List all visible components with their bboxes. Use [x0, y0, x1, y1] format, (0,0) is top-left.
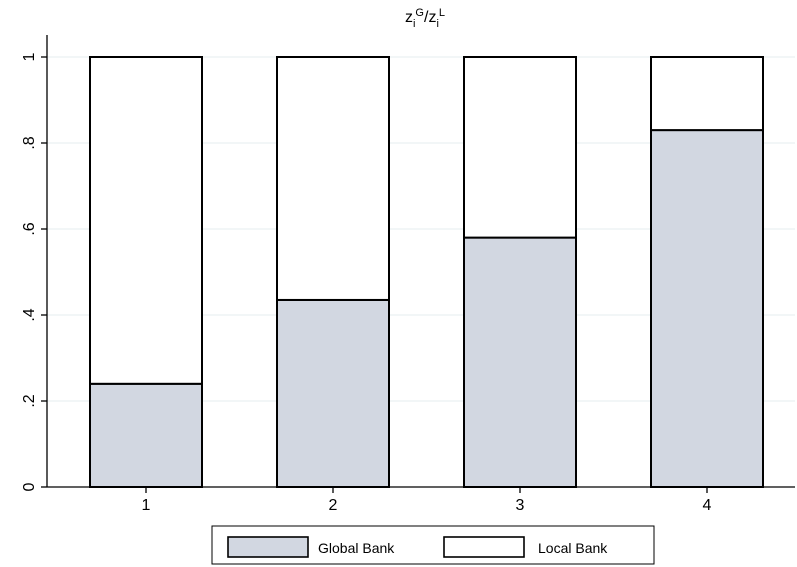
bar-local-bank — [89, 56, 203, 385]
legend-swatch-local-bank — [443, 536, 525, 558]
y-tick-label: .8 — [21, 136, 38, 149]
bar-global-bank — [89, 382, 203, 488]
x-tick-label: 1 — [142, 497, 151, 514]
bar-local-bank — [650, 56, 764, 132]
y-tick-label: .2 — [21, 394, 38, 407]
x-tick-label: 3 — [516, 497, 525, 514]
x-tick-label: 4 — [703, 497, 712, 514]
bar-local-bank — [276, 56, 390, 301]
legend: Global Bank Local Bank — [211, 525, 655, 565]
y-tick-label: .4 — [21, 308, 38, 321]
y-axis: 0 .2 .4 .6 .8 1 — [21, 35, 48, 491]
x-tick-label: 2 — [329, 497, 338, 514]
bar-global-bank — [650, 129, 764, 488]
x-axis: 1 2 3 4 — [47, 486, 795, 514]
bar-global-bank — [276, 298, 390, 489]
bar-global-bank — [463, 236, 577, 488]
bar-local-bank — [463, 56, 577, 239]
y-tick-label: 0 — [21, 482, 38, 491]
bars-group — [89, 56, 764, 489]
legend-label-local-bank: Local Bank — [538, 540, 608, 556]
y-tick-label: .6 — [21, 222, 38, 235]
y-tick-label: 1 — [21, 52, 38, 61]
legend-label-global-bank: Global Bank — [318, 540, 395, 556]
legend-swatch-global-bank — [227, 536, 309, 558]
chart-title: ziG/ziL — [405, 7, 445, 30]
